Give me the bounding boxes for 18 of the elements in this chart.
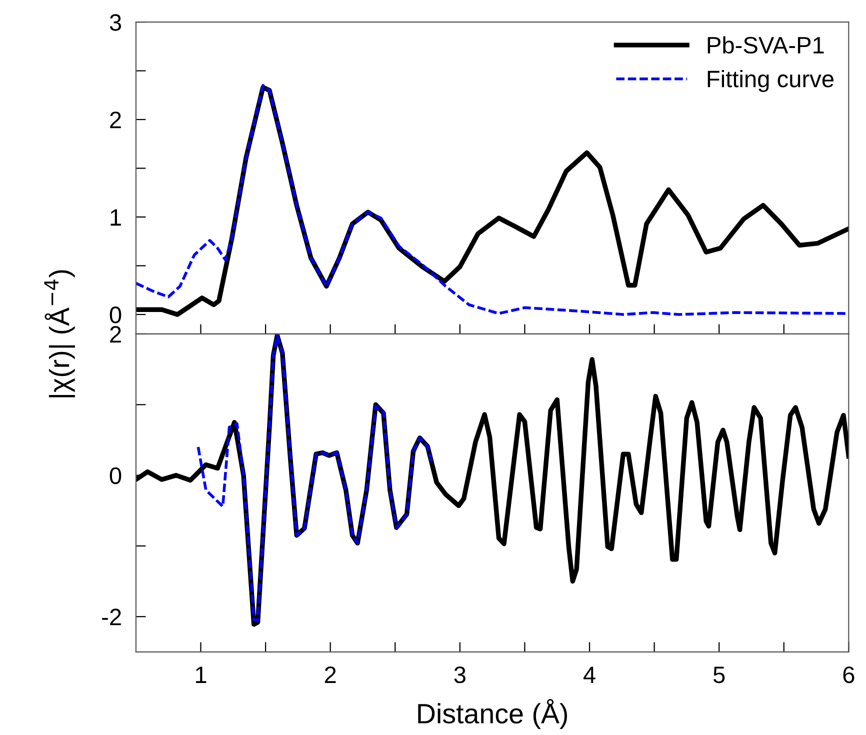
x-tick-label: 6	[843, 666, 854, 684]
line-series	[196, 334, 433, 622]
y-tick-label: -2	[102, 608, 121, 626]
y-tick-label: 3	[110, 14, 122, 31]
x-tick-label: 3	[454, 666, 466, 684]
y-tick-label: 2	[110, 326, 121, 343]
y-tick-label: 2	[110, 112, 121, 128]
legend-label: Fitting curve	[708, 70, 834, 92]
legend-label: Pb-SVA-P1	[708, 36, 824, 54]
x-tick-label: 4	[583, 666, 596, 683]
y-tick-label: 0	[110, 306, 122, 324]
x-axis-title: Distance (Å)	[418, 698, 568, 730]
y-tick-label: 0	[110, 467, 122, 484]
x-tick-label: 5	[713, 666, 725, 684]
x-tick-label: 1	[196, 666, 206, 683]
x-tick-label: 2	[324, 666, 336, 683]
y-tick-label: 1	[110, 209, 121, 226]
y-axis-title: |χ(r)| (Å$^{−4}$)	[44, 270, 75, 398]
